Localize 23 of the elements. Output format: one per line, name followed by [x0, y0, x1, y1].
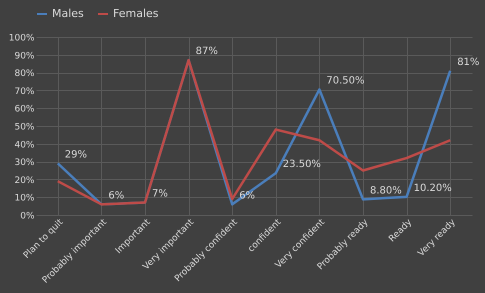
y-tick-label: 60% [14, 104, 35, 115]
data-label: 81% [457, 56, 480, 68]
legend-label: Females [113, 7, 159, 20]
y-tick-label: 100% [8, 34, 35, 44]
data-label: 8.80% [370, 185, 402, 196]
legend-label: Males [52, 7, 84, 20]
data-label: 7% [152, 188, 168, 200]
y-tick-label: 90% [14, 51, 35, 62]
y-tick-label: 0% [20, 212, 35, 222]
y-tick-label: 40% [14, 140, 35, 150]
y-tick-label: 70% [14, 86, 35, 97]
data-label: 10.20% [414, 182, 452, 194]
y-tick-label: 20% [14, 176, 35, 186]
y-tick-label: 10% [14, 194, 35, 204]
data-label: 70.50% [326, 76, 365, 87]
line-series [56, 58, 452, 206]
data-label: 29% [64, 149, 88, 160]
data-label: 87% [196, 46, 218, 58]
data-label: 23.50% [282, 159, 321, 170]
data-label: 6% [108, 190, 124, 202]
y-tick-label: 50% [14, 122, 35, 132]
y-tick-label: 80% [14, 69, 35, 80]
y-tick-label: 30% [14, 158, 35, 168]
